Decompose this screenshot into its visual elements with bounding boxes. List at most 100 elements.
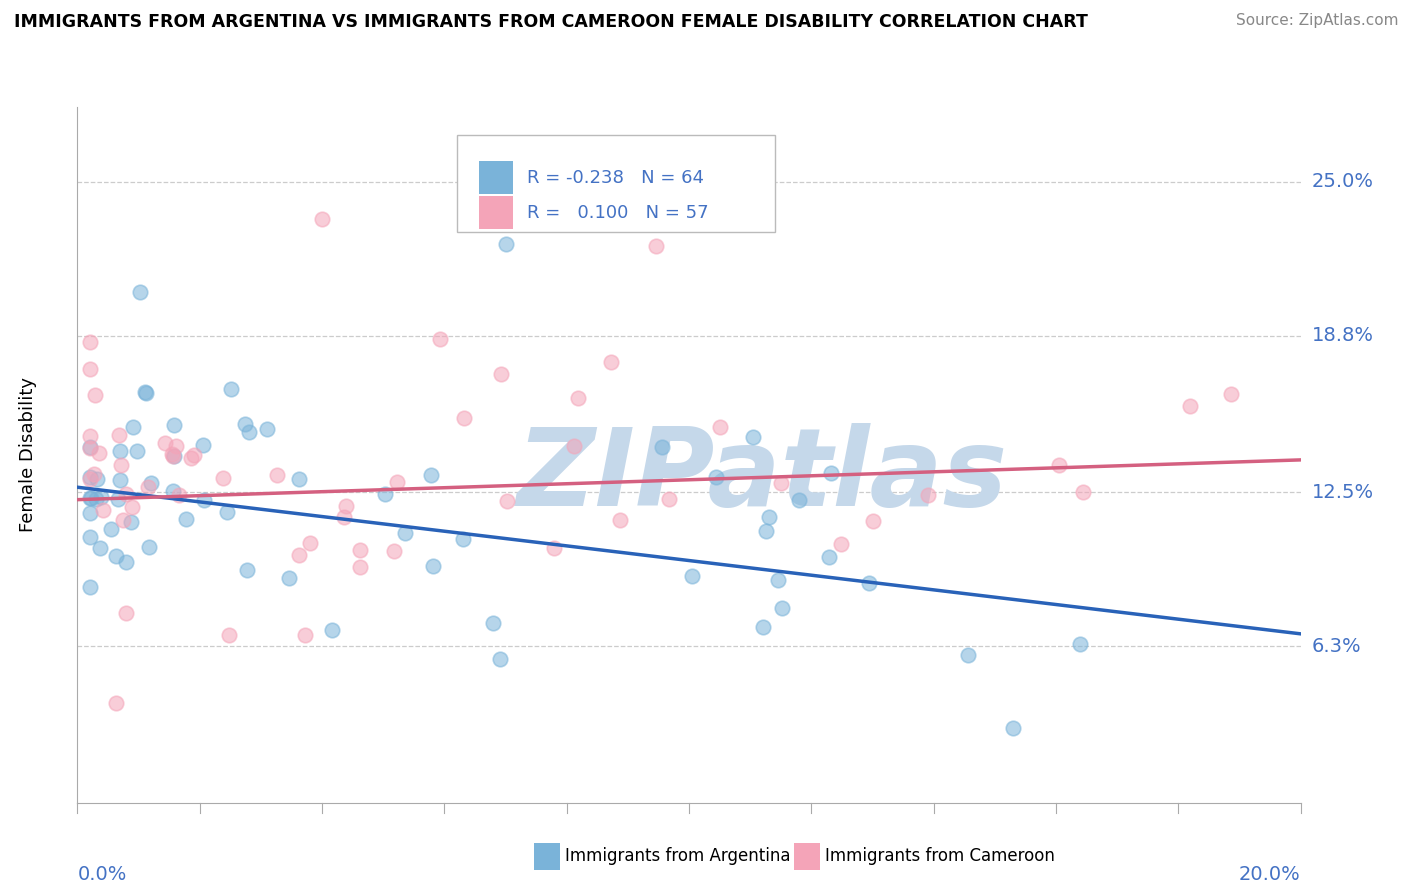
- Point: [79, 441, 101, 455]
- Point: [238, 425, 260, 440]
- Point: [162, 449, 184, 463]
- Point: [89, 541, 111, 555]
- Point: [84, 388, 107, 402]
- Point: [770, 601, 793, 615]
- Point: [752, 620, 775, 634]
- Point: [609, 513, 631, 527]
- Point: [235, 417, 257, 432]
- Point: [1178, 399, 1201, 413]
- Point: [766, 574, 789, 588]
- Point: [917, 488, 939, 502]
- Text: ZIPatlas: ZIPatlas: [517, 423, 1008, 529]
- Point: [496, 493, 519, 508]
- Point: [162, 447, 184, 461]
- Point: [79, 334, 101, 349]
- FancyBboxPatch shape: [457, 135, 775, 232]
- Point: [658, 491, 681, 506]
- Point: [1071, 484, 1094, 499]
- Point: [79, 530, 101, 544]
- Point: [105, 549, 128, 564]
- Point: [278, 571, 301, 585]
- Text: 18.8%: 18.8%: [1312, 326, 1374, 345]
- Point: [758, 510, 780, 524]
- Point: [191, 437, 214, 451]
- Point: [599, 355, 621, 369]
- Point: [562, 439, 585, 453]
- Point: [1069, 637, 1091, 651]
- Point: [709, 420, 731, 434]
- Point: [382, 543, 405, 558]
- Point: [787, 493, 810, 508]
- Text: R =   0.100   N = 57: R = 0.100 N = 57: [527, 203, 709, 222]
- Text: R = -0.238   N = 64: R = -0.238 N = 64: [527, 169, 704, 186]
- Point: [219, 383, 242, 397]
- Point: [495, 236, 517, 251]
- Point: [567, 392, 589, 406]
- Point: [489, 652, 512, 666]
- Point: [125, 444, 148, 458]
- Text: Female Disability: Female Disability: [20, 377, 38, 533]
- Point: [385, 475, 408, 489]
- Point: [349, 559, 371, 574]
- Point: [321, 623, 343, 637]
- Point: [755, 524, 778, 538]
- Point: [1220, 387, 1243, 401]
- Point: [79, 472, 101, 486]
- Point: [84, 491, 107, 506]
- Point: [335, 499, 357, 513]
- Point: [165, 439, 187, 453]
- Point: [543, 541, 565, 556]
- Point: [211, 471, 233, 485]
- Point: [742, 430, 765, 444]
- Point: [862, 514, 884, 528]
- Point: [169, 488, 191, 502]
- Point: [139, 475, 162, 490]
- Point: [956, 648, 979, 663]
- Point: [429, 332, 451, 346]
- Point: [79, 440, 101, 454]
- Point: [87, 446, 110, 460]
- Point: [80, 491, 103, 506]
- Point: [121, 420, 143, 434]
- Point: [79, 491, 101, 506]
- Point: [155, 435, 177, 450]
- Point: [79, 580, 101, 594]
- Point: [333, 510, 356, 524]
- Point: [288, 472, 311, 486]
- Text: 0.0%: 0.0%: [77, 865, 127, 884]
- Point: [93, 502, 115, 516]
- Point: [215, 505, 238, 519]
- Point: [266, 467, 288, 482]
- Point: [218, 628, 240, 642]
- Point: [111, 513, 134, 527]
- Point: [79, 506, 101, 520]
- Point: [294, 628, 316, 642]
- Point: [90, 490, 112, 504]
- Point: [114, 555, 136, 569]
- Point: [180, 450, 202, 465]
- Point: [422, 559, 444, 574]
- Text: 6.3%: 6.3%: [1312, 637, 1361, 656]
- Point: [236, 563, 259, 577]
- Text: 20.0%: 20.0%: [1239, 865, 1301, 884]
- Point: [105, 697, 128, 711]
- Bar: [478, 161, 513, 194]
- Text: IMMIGRANTS FROM ARGENTINA VS IMMIGRANTS FROM CAMEROON FEMALE DISABILITY CORRELAT: IMMIGRANTS FROM ARGENTINA VS IMMIGRANTS …: [14, 13, 1088, 31]
- Point: [769, 475, 792, 490]
- Text: 12.5%: 12.5%: [1312, 483, 1374, 501]
- Point: [100, 522, 122, 536]
- Point: [114, 486, 136, 500]
- Point: [706, 470, 728, 484]
- Point: [163, 417, 186, 432]
- Point: [135, 386, 157, 401]
- Point: [79, 429, 101, 443]
- Point: [174, 512, 197, 526]
- Point: [311, 211, 333, 226]
- Point: [453, 411, 475, 425]
- Point: [256, 422, 278, 436]
- Point: [138, 540, 160, 554]
- Text: Immigrants from Argentina: Immigrants from Argentina: [565, 847, 790, 865]
- Point: [79, 362, 101, 376]
- Text: Immigrants from Cameroon: Immigrants from Cameroon: [825, 847, 1054, 865]
- Point: [86, 472, 108, 486]
